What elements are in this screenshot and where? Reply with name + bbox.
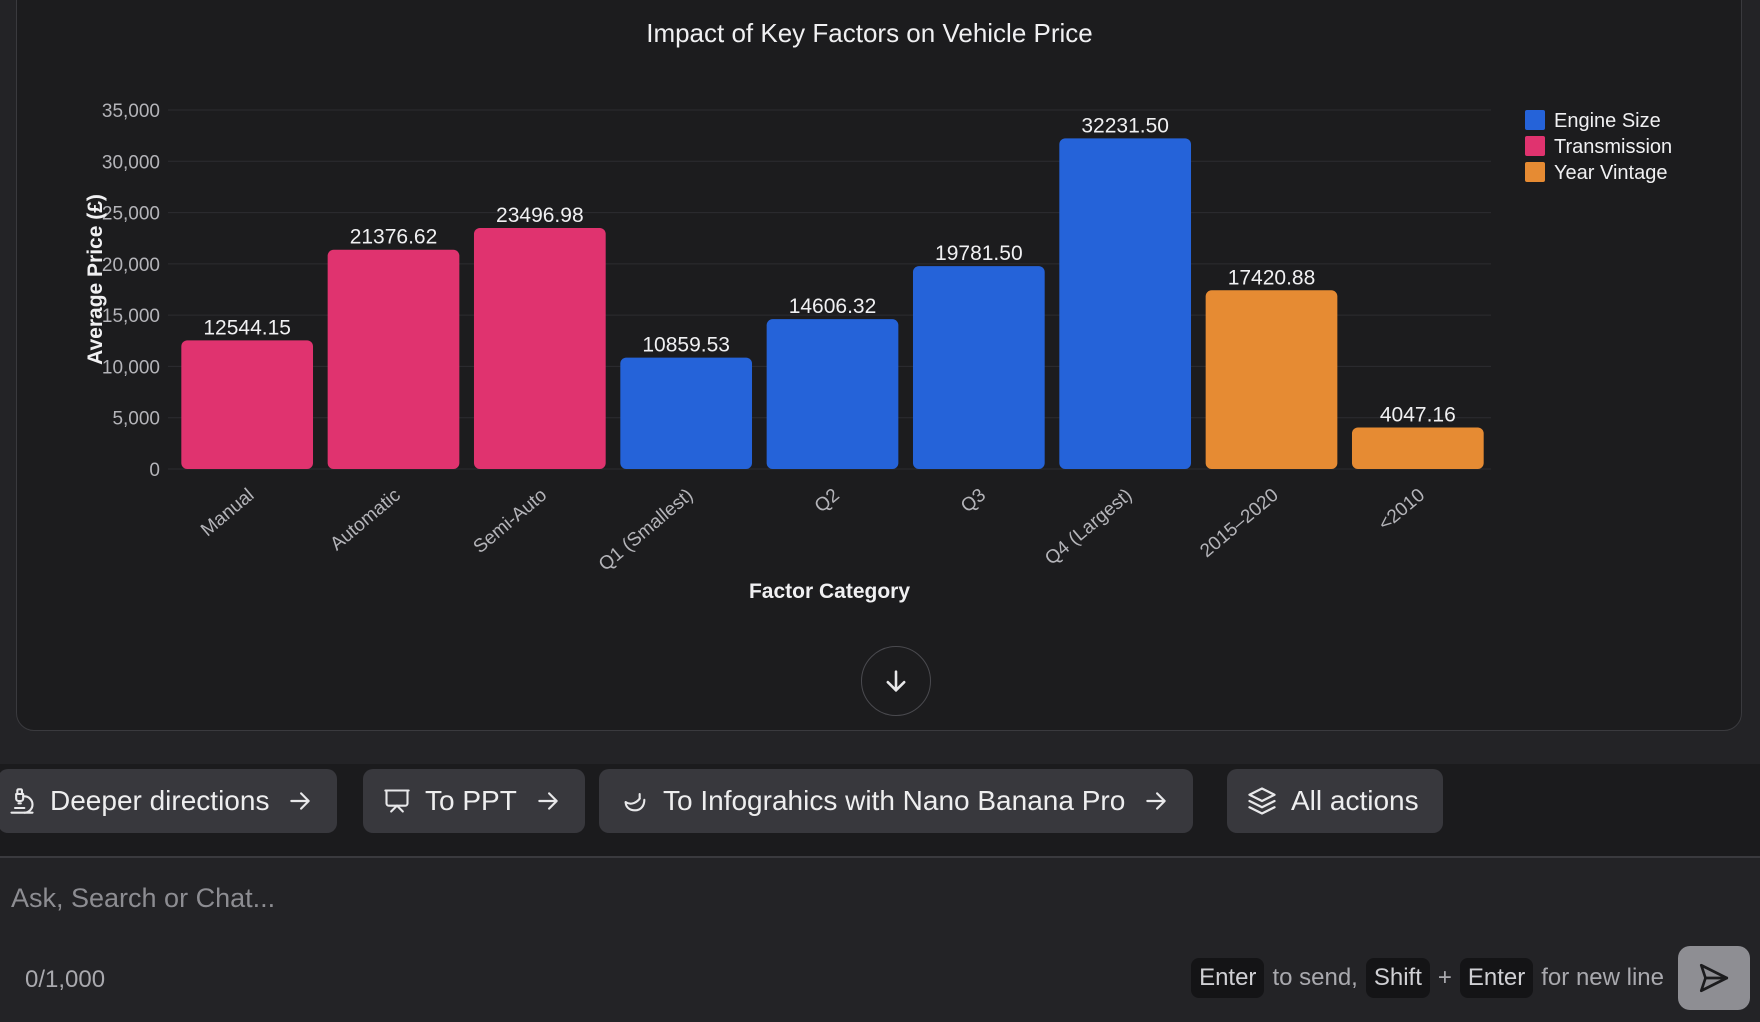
y-tick-label: 15,000 bbox=[102, 306, 160, 327]
bar-value-label: 12544.15 bbox=[203, 316, 291, 339]
to-infographics-label: To Infograhics with Nano Banana Pro bbox=[663, 785, 1126, 816]
new-line-text: for new line bbox=[1541, 964, 1664, 991]
bar bbox=[181, 340, 314, 469]
x-tick-label: Semi-Auto bbox=[470, 485, 551, 558]
y-tick-label: 0 bbox=[149, 460, 160, 481]
x-tick-label: Automatic bbox=[326, 485, 404, 555]
x-tick-label: Q2 bbox=[811, 485, 844, 517]
y-axis-label: Average Price (£) bbox=[84, 194, 107, 365]
send-button[interactable] bbox=[1678, 946, 1750, 1010]
legend-label: Year Vintage bbox=[1554, 162, 1667, 184]
y-tick-label: 10,000 bbox=[102, 357, 160, 378]
character-counter: 0/1,000 bbox=[25, 966, 106, 993]
bar-value-label: 4047.16 bbox=[1380, 403, 1456, 426]
scroll-down-button[interactable] bbox=[861, 646, 931, 716]
bar bbox=[1351, 427, 1484, 469]
bar-value-label: 10859.53 bbox=[642, 334, 730, 357]
legend-swatch bbox=[1525, 162, 1545, 182]
bar-value-label: 17420.88 bbox=[1228, 266, 1316, 289]
enter-key-hint: Enter bbox=[1191, 958, 1265, 998]
legend-swatch bbox=[1525, 110, 1545, 130]
y-tick-label: 20,000 bbox=[102, 255, 160, 276]
x-tick-label: 2015–2020 bbox=[1196, 485, 1282, 562]
y-tick-label: 30,000 bbox=[102, 152, 160, 173]
to-infographics-button[interactable]: To Infograhics with Nano Banana Pro bbox=[599, 769, 1194, 833]
enter-key-hint-2: Enter bbox=[1459, 958, 1534, 998]
plus-text: + bbox=[1437, 964, 1452, 991]
divider bbox=[0, 856, 1760, 858]
y-tick-label: 35,000 bbox=[102, 101, 160, 122]
bar bbox=[912, 266, 1045, 469]
arrow-right-icon bbox=[535, 788, 561, 814]
bar-value-label: 14606.32 bbox=[789, 295, 877, 318]
bar bbox=[620, 357, 753, 469]
keyboard-hints: Enter to send, Shift + Enter for new lin… bbox=[1183, 958, 1664, 998]
send-icon bbox=[1699, 963, 1729, 993]
deeper-directions-label: Deeper directions bbox=[50, 785, 270, 816]
legend-swatch bbox=[1525, 136, 1545, 156]
bar bbox=[327, 249, 460, 469]
bar bbox=[1059, 138, 1192, 469]
arrow-down-icon bbox=[886, 670, 906, 692]
x-axis-label: Factor Category bbox=[749, 580, 910, 603]
bar bbox=[1205, 290, 1338, 469]
arrow-right-icon bbox=[1143, 788, 1169, 814]
bar-chart: Impact of Key Factors on Vehicle Price 0 5… bbox=[84, 18, 1672, 603]
legend-label: Transmission bbox=[1554, 136, 1672, 158]
legend-label: Engine Size bbox=[1554, 110, 1661, 132]
bar-value-label: 23496.98 bbox=[496, 204, 584, 227]
banana-icon bbox=[621, 787, 649, 815]
composer: 0/1,000 Enter to send, Shift + Enter for… bbox=[0, 858, 1760, 1022]
x-tick-label: Q4 (Largest) bbox=[1041, 485, 1136, 570]
bar-value-label: 32231.50 bbox=[1081, 114, 1169, 137]
bar-value-label: 19781.50 bbox=[935, 242, 1023, 265]
layers-icon bbox=[1247, 786, 1277, 816]
y-tick-label: 25,000 bbox=[102, 204, 160, 225]
arrow-right-icon bbox=[287, 788, 313, 814]
to-ppt-label: To PPT bbox=[425, 785, 517, 816]
bar bbox=[473, 227, 606, 469]
x-tick-label: Q3 bbox=[957, 485, 990, 517]
bar-value-label: 21376.62 bbox=[350, 226, 438, 249]
all-actions-label: All actions bbox=[1291, 785, 1419, 816]
x-tick-label: Manual bbox=[197, 485, 258, 541]
microscope-icon bbox=[8, 787, 36, 815]
to-ppt-button[interactable]: To PPT bbox=[363, 769, 585, 833]
x-tick-label: <2010 bbox=[1375, 485, 1429, 535]
chart-card: Impact of Key Factors on Vehicle Price 0 5… bbox=[16, 0, 1742, 731]
deeper-directions-button[interactable]: Deeper directions bbox=[0, 769, 338, 833]
x-tick-label: Q1 (Smallest) bbox=[595, 485, 697, 576]
to-send-text: to send, bbox=[1272, 964, 1358, 991]
shift-key-hint: Shift bbox=[1365, 958, 1430, 998]
chart-title: Impact of Key Factors on Vehicle Price bbox=[646, 18, 1093, 48]
all-actions-button[interactable]: All actions bbox=[1227, 769, 1443, 833]
quick-actions-bar: Deeper directions To PPT To Infograhics … bbox=[0, 764, 1760, 856]
chat-input[interactable] bbox=[0, 868, 1711, 928]
y-tick-label: 5,000 bbox=[112, 409, 160, 430]
presentation-icon bbox=[383, 787, 411, 815]
bar bbox=[766, 319, 899, 469]
